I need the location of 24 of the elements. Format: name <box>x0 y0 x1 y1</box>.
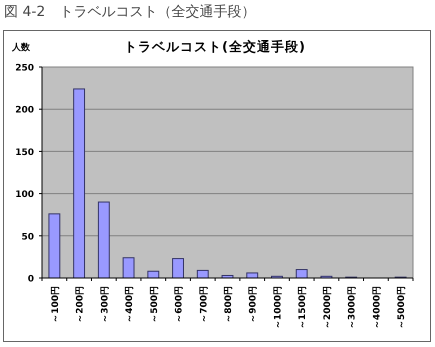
x-tick-label: ～5000円 <box>396 286 408 330</box>
x-tick-label: ～1000円 <box>272 286 284 330</box>
y-tick-label: 200 <box>15 106 34 116</box>
x-tick-label: ～4000円 <box>371 286 382 330</box>
x-tick-label: ～500円 <box>148 286 160 323</box>
y-tick-label: 100 <box>15 190 34 200</box>
x-tick-label: ～1500円 <box>297 286 308 330</box>
y-tick-label: 50 <box>21 232 34 242</box>
x-tick-label: ～200円 <box>74 286 86 323</box>
x-tick-label: ～400円 <box>124 286 136 323</box>
y-axis-title: 人数 <box>11 42 31 53</box>
x-tick-label: ～100円 <box>50 286 61 323</box>
y-tick-label: 250 <box>15 64 34 74</box>
x-tick-label: ～600円 <box>174 286 185 323</box>
y-tick-label: 150 <box>15 148 34 158</box>
x-tick-label: ～900円 <box>248 286 259 323</box>
y-tick-label: 0 <box>28 274 34 284</box>
chart-title: トラベルコスト(全交通手段) <box>124 39 306 55</box>
x-tick-label: ～300円 <box>99 286 110 323</box>
x-tick-label: ～3000円 <box>346 286 358 330</box>
caption: 図 4-2 トラベルコスト（全交通手段） <box>4 4 256 20</box>
x-tick-label: ～700円 <box>198 286 210 323</box>
x-tick-label: ～2000円 <box>322 286 333 330</box>
x-tick-label: ～800円 <box>223 286 234 323</box>
